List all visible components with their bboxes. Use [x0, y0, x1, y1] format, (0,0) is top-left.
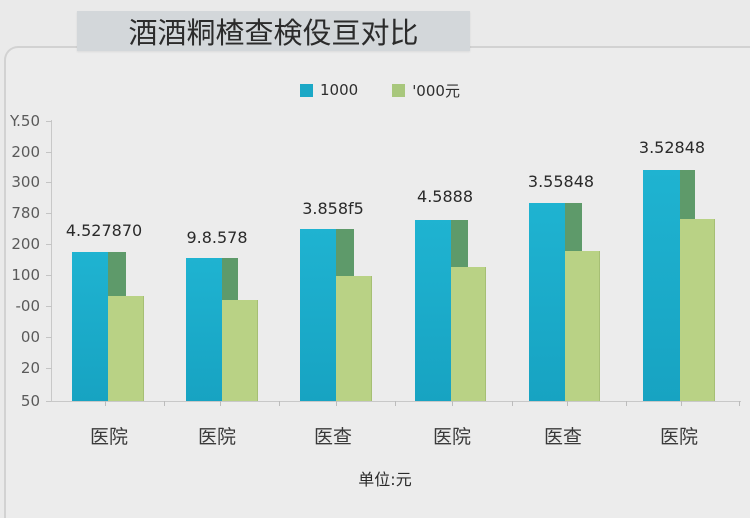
x-category-label: 医院 [659, 426, 699, 448]
x-tick [567, 401, 568, 406]
bar-value-label: 4.527870 [65, 221, 143, 240]
x-tick [336, 401, 337, 406]
x-category-label: 医查 [543, 426, 583, 448]
y-tick-label: 20 [20, 359, 40, 377]
y-tick-label: 300 [11, 173, 40, 191]
legend: 1000 '000元 [300, 80, 494, 100]
x-axis-line [51, 401, 741, 402]
x-tick [681, 401, 682, 406]
bar-series-2[interactable] [108, 296, 144, 401]
bar-series-1[interactable] [72, 252, 108, 401]
y-tick [46, 401, 52, 402]
x-tick [452, 401, 453, 406]
legend-swatch-blue-icon [300, 83, 313, 97]
x-tick [626, 401, 627, 406]
bar-value-label: 3.55848 [527, 172, 595, 191]
y-tick [46, 121, 52, 122]
x-tick [105, 401, 106, 406]
bar-series-2[interactable] [680, 219, 715, 401]
y-tick-label: 780 [11, 204, 40, 222]
x-tick [739, 401, 740, 406]
bar-series-1[interactable] [300, 229, 336, 401]
legend-swatch-green-icon [392, 83, 406, 97]
x-tick [279, 401, 280, 406]
y-tick [46, 244, 52, 245]
chart-panel [4, 46, 750, 518]
y-tick-label: 50 [20, 392, 40, 410]
y-tick [46, 182, 52, 183]
y-axis-line [51, 120, 52, 402]
bar-value-label: 3.52848 [638, 138, 706, 157]
bar-overlap [222, 258, 238, 300]
y-tick-label: 200 [11, 143, 40, 161]
bar-series-1[interactable] [529, 203, 565, 401]
bar-series-2[interactable] [222, 300, 258, 401]
bar-overlap [108, 252, 126, 296]
bar-value-label: 9.8.578 [186, 228, 248, 247]
x-category-label: 医院 [432, 426, 472, 448]
y-tick-label: Y.50 [10, 112, 40, 130]
y-tick [46, 306, 52, 307]
bar-series-2[interactable] [565, 251, 600, 401]
y-tick-label: 00 [20, 328, 40, 346]
bar-series-1[interactable] [643, 170, 680, 401]
bar-series-1[interactable] [415, 220, 451, 401]
bar-overlap [451, 220, 468, 267]
x-tick [220, 401, 221, 406]
y-tick-label: 100 [11, 266, 40, 284]
y-tick-label: -00 [15, 297, 41, 315]
x-category-label: 医查 [313, 426, 353, 448]
bar-overlap [565, 203, 582, 251]
y-tick [46, 213, 52, 214]
legend-label: '000元 [412, 81, 460, 100]
legend-item-series-1[interactable]: 1000 [300, 81, 358, 99]
bar-overlap [336, 229, 354, 276]
bar-overlap [680, 170, 695, 219]
x-category-label: 医院 [89, 426, 129, 448]
bar-series-2[interactable] [451, 267, 486, 401]
y-tick [46, 368, 52, 369]
bar-value-label: 3.858f5 [302, 199, 364, 218]
unit-label: 单位:元 [358, 470, 412, 489]
legend-item-series-2[interactable]: '000元 [392, 80, 460, 101]
legend-label: 1000 [320, 81, 359, 99]
x-tick [395, 401, 396, 406]
y-tick [46, 152, 52, 153]
y-tick [46, 275, 52, 276]
bar-series-1[interactable] [186, 258, 222, 401]
x-category-label: 医院 [197, 426, 237, 448]
y-tick [46, 337, 52, 338]
chart-title: 酒酒粡楂查検伇亘对比 [128, 16, 419, 50]
y-tick-label: 200 [11, 235, 40, 253]
x-tick [164, 401, 165, 406]
bar-value-label: 4.5888 [417, 187, 473, 206]
chart-title-box: 酒酒粡楂查検伇亘对比 [77, 11, 470, 51]
x-tick [512, 401, 513, 406]
bar-series-2[interactable] [336, 276, 372, 401]
